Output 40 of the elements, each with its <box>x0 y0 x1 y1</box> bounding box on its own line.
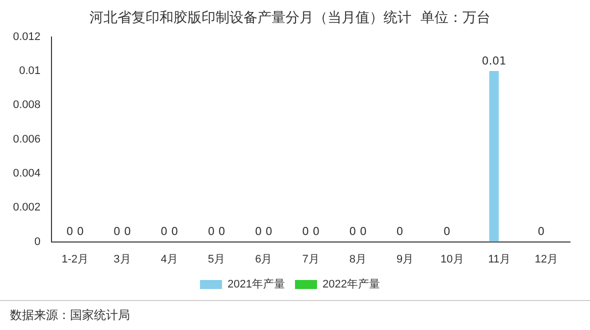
data-label: 0 <box>113 225 120 238</box>
data-label: 0 <box>538 225 545 238</box>
data-label: 0 <box>396 225 404 238</box>
legend-label: 2021年产量 <box>228 278 286 291</box>
data-label: 0 <box>218 225 226 238</box>
y-tick-label: 0.01 <box>19 65 41 77</box>
data-label: 0 <box>360 225 367 238</box>
x-tick-label: 4月 <box>160 253 178 266</box>
x-tick-label: 9月 <box>396 253 414 266</box>
x-tick-label: 5月 <box>208 253 226 266</box>
data-label: 0 <box>160 225 168 238</box>
y-tick-label: 0.002 <box>12 202 41 214</box>
data-label: 0 <box>76 225 84 238</box>
y-tick-label: 0 <box>34 236 41 248</box>
data-label: 0 <box>312 225 320 238</box>
chart-title: 河北省复印和胶版印制设备产量分月（当月值）统计 单位：万台 <box>90 10 490 26</box>
legend-label: 2022年产量 <box>322 278 380 291</box>
data-label: 0 <box>66 225 74 238</box>
x-tick-label: 1-2月 <box>62 253 89 266</box>
data-label: 0.01 <box>482 54 506 68</box>
data-label: 0 <box>208 225 215 238</box>
x-tick-label: 11月 <box>488 253 511 266</box>
x-tick-label: 7月 <box>302 253 320 266</box>
data-label: 0 <box>265 225 272 238</box>
y-tick-label: 0.008 <box>12 99 41 112</box>
y-tick-label: 0.006 <box>12 133 41 146</box>
x-tick-label: 8月 <box>349 253 366 266</box>
data-label: 0 <box>171 225 178 238</box>
y-tick-label: 0.012 <box>12 30 41 43</box>
data-label: 0 <box>254 225 262 238</box>
data-label: 0 <box>443 225 450 238</box>
x-tick-label: 12月 <box>534 253 558 266</box>
data-label: 0 <box>349 225 356 238</box>
x-tick-label: 10月 <box>440 253 464 266</box>
x-tick-label: 6月 <box>255 253 272 266</box>
x-tick-label: 3月 <box>114 253 131 266</box>
source-note: 数据来源：国家统计局 <box>10 308 130 322</box>
y-tick-label: 0.004 <box>12 168 41 180</box>
data-label: 0 <box>124 225 132 238</box>
data-label: 0 <box>302 225 309 238</box>
